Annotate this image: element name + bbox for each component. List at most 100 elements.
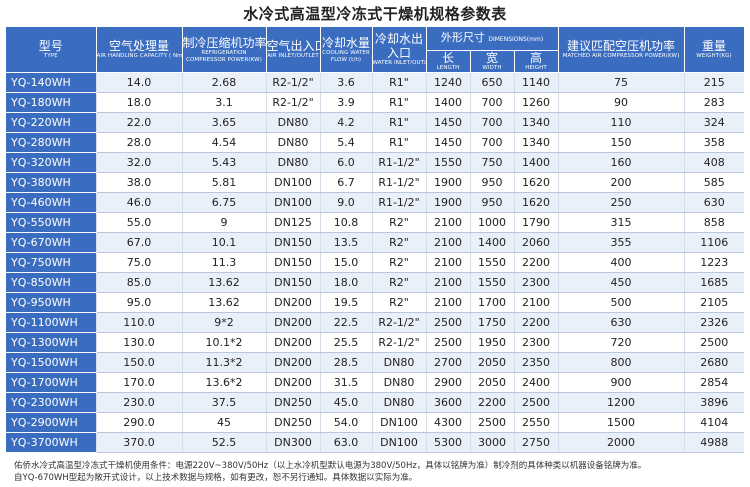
cell-air-inlet: R2-1/2" bbox=[266, 72, 321, 93]
cell-height: 1260 bbox=[514, 92, 559, 113]
cell-model: YQ-1700WH bbox=[6, 372, 97, 393]
cell-width: 950 bbox=[470, 192, 515, 213]
cell-weight: 630 bbox=[684, 192, 745, 213]
cell-width: 1750 bbox=[470, 312, 515, 333]
cell-water-inlet: R1" bbox=[372, 72, 427, 93]
header-length: 长 LENGTH bbox=[426, 50, 471, 73]
cell-height: 1340 bbox=[514, 112, 559, 133]
cell-model: YQ-1100WH bbox=[6, 312, 97, 333]
cell-compressor-power: 13.62 bbox=[182, 272, 267, 293]
cell-compressor-power: 3.65 bbox=[182, 112, 267, 133]
cell-matched-power: 1200 bbox=[558, 392, 685, 413]
cell-width: 750 bbox=[470, 152, 515, 173]
cell-water-inlet: R2" bbox=[372, 292, 427, 313]
cell-matched-power: 450 bbox=[558, 272, 685, 293]
table-row: YQ-220WH 22.0 3.65 DN80 4.2 R1" 1450 700 1340 110… bbox=[6, 112, 745, 133]
cell-water-inlet: R1-1/2" bbox=[372, 192, 427, 213]
cell-model: YQ-460WH bbox=[6, 192, 97, 213]
cell-height: 1340 bbox=[514, 132, 559, 153]
cell-air-inlet: DN80 bbox=[266, 132, 321, 153]
cell-weight: 2680 bbox=[684, 352, 745, 373]
cell-length: 2500 bbox=[426, 332, 471, 353]
cell-length: 2900 bbox=[426, 372, 471, 393]
cell-width: 700 bbox=[470, 92, 515, 113]
cell-height: 2750 bbox=[514, 432, 559, 453]
cell-cooling-flow: 5.4 bbox=[320, 132, 373, 153]
cell-model: YQ-550WH bbox=[6, 212, 97, 233]
cell-compressor-power: 9*2 bbox=[182, 312, 267, 333]
header-water-inlet: 冷却水出入口 WATER INLET/OUTLET bbox=[372, 27, 427, 73]
cell-length: 1450 bbox=[426, 132, 471, 153]
cell-capacity: 28.0 bbox=[96, 132, 183, 153]
cell-height: 2200 bbox=[514, 312, 559, 333]
cell-matched-power: 500 bbox=[558, 292, 685, 313]
cell-air-inlet: DN80 bbox=[266, 152, 321, 173]
cell-cooling-flow: 10.8 bbox=[320, 212, 373, 233]
header-height: 高 HEIGHT bbox=[514, 50, 559, 73]
table-row: YQ-1300WH 130.0 10.1*2 DN200 25.5 R2-1/2" 2500… bbox=[6, 332, 745, 353]
cell-capacity: 55.0 bbox=[96, 212, 183, 233]
cell-cooling-flow: 6.7 bbox=[320, 172, 373, 193]
cell-capacity: 14.0 bbox=[96, 72, 183, 93]
cell-matched-power: 250 bbox=[558, 192, 685, 213]
cell-weight: 2326 bbox=[684, 312, 745, 333]
header-air-inlet: 空气出入口 AIR INLET/OUTLET bbox=[266, 27, 321, 73]
cell-water-inlet: R1-1/2" bbox=[372, 152, 427, 173]
cell-matched-power: 720 bbox=[558, 332, 685, 353]
cell-cooling-flow: 18.0 bbox=[320, 272, 373, 293]
cell-matched-power: 90 bbox=[558, 92, 685, 113]
cell-height: 2500 bbox=[514, 392, 559, 413]
cell-weight: 2105 bbox=[684, 292, 745, 313]
cell-compressor-power: 10.1*2 bbox=[182, 332, 267, 353]
cell-water-inlet: R1-1/2" bbox=[372, 172, 427, 193]
cell-capacity: 46.0 bbox=[96, 192, 183, 213]
cell-matched-power: 200 bbox=[558, 172, 685, 193]
cell-length: 1450 bbox=[426, 112, 471, 133]
cell-air-inlet: DN200 bbox=[266, 312, 321, 333]
cell-height: 1790 bbox=[514, 212, 559, 233]
cell-weight: 2854 bbox=[684, 372, 745, 393]
cell-weight: 1685 bbox=[684, 272, 745, 293]
footnotes: 佑侨水冷式高温型冷冻式干燥机使用条件：电源220V~380V/50Hz（以上水冷… bbox=[14, 460, 744, 484]
spec-table-body: YQ-140WH 14.0 2.68 R2-1/2" 3.6 R1" 1240 650 1140… bbox=[6, 72, 745, 453]
cell-capacity: 22.0 bbox=[96, 112, 183, 133]
cell-capacity: 85.0 bbox=[96, 272, 183, 293]
cell-cooling-flow: 4.2 bbox=[320, 112, 373, 133]
cell-length: 2100 bbox=[426, 252, 471, 273]
cell-width: 2050 bbox=[470, 352, 515, 373]
cell-water-inlet: R2-1/2" bbox=[372, 312, 427, 333]
table-row: YQ-180WH 18.0 3.1 R2-1/2" 3.9 R1" 1400 700 1260 9… bbox=[6, 92, 745, 113]
cell-width: 700 bbox=[470, 112, 515, 133]
cell-height: 2060 bbox=[514, 232, 559, 253]
table-row: YQ-460WH 46.0 6.75 DN100 9.0 R1-1/2" 1900 950 16… bbox=[6, 192, 745, 213]
cell-height: 1140 bbox=[514, 72, 559, 93]
cell-model: YQ-1500WH bbox=[6, 352, 97, 373]
cell-height: 2300 bbox=[514, 332, 559, 353]
cell-width: 2500 bbox=[470, 412, 515, 433]
cell-width: 1550 bbox=[470, 272, 515, 293]
cell-height: 1400 bbox=[514, 152, 559, 173]
cell-air-inlet: DN150 bbox=[266, 272, 321, 293]
cell-air-inlet: DN200 bbox=[266, 372, 321, 393]
cell-matched-power: 800 bbox=[558, 352, 685, 373]
cell-capacity: 95.0 bbox=[96, 292, 183, 313]
cell-matched-power: 355 bbox=[558, 232, 685, 253]
header-width: 宽 WIDTH bbox=[470, 50, 515, 73]
cell-length: 5300 bbox=[426, 432, 471, 453]
cell-model: YQ-950WH bbox=[6, 292, 97, 313]
cell-height: 2100 bbox=[514, 292, 559, 313]
cell-water-inlet: DN80 bbox=[372, 352, 427, 373]
cell-matched-power: 150 bbox=[558, 132, 685, 153]
cell-capacity: 150.0 bbox=[96, 352, 183, 373]
cell-water-inlet: R1" bbox=[372, 92, 427, 113]
cell-height: 2350 bbox=[514, 352, 559, 373]
cell-length: 1900 bbox=[426, 172, 471, 193]
cell-model: YQ-750WH bbox=[6, 252, 97, 273]
footnote-line: 佑侨水冷式高温型冷冻式干燥机使用条件：电源220V~380V/50Hz（以上水冷… bbox=[14, 461, 647, 471]
cell-height: 1620 bbox=[514, 192, 559, 213]
cell-model: YQ-280WH bbox=[6, 132, 97, 153]
cell-cooling-flow: 31.5 bbox=[320, 372, 373, 393]
table-row: YQ-140WH 14.0 2.68 R2-1/2" 3.6 R1" 1240 650 1140… bbox=[6, 72, 745, 93]
cell-compressor-power: 45 bbox=[182, 412, 267, 433]
cell-weight: 215 bbox=[684, 72, 745, 93]
